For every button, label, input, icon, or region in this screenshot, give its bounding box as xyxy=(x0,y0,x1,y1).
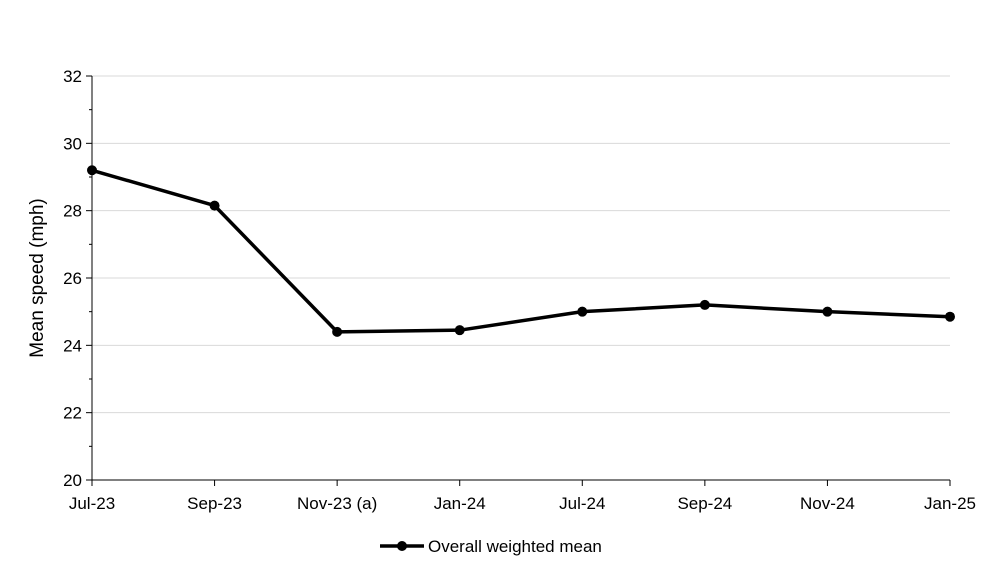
legend-marker xyxy=(397,541,407,551)
x-tick-label: Jul-24 xyxy=(559,494,605,513)
y-tick-label: 28 xyxy=(63,202,82,221)
y-tick-label: 22 xyxy=(63,404,82,423)
data-point xyxy=(454,325,465,336)
legend-label: Overall weighted mean xyxy=(428,537,602,556)
data-point xyxy=(87,165,97,176)
axes: 20 22 24 26 28 30 32 Jul-23 Sep-23 Nov-23 (a) Jan-… xyxy=(63,67,976,513)
y-tick-label: 20 xyxy=(63,471,82,490)
y-tick-label: 32 xyxy=(63,67,82,86)
x-tick-label: Jul-23 xyxy=(69,494,115,513)
gridlines xyxy=(92,75,950,414)
series-layer xyxy=(87,165,955,337)
y-axis-title: Mean speed (mph) xyxy=(27,198,48,357)
y-tick-label: 30 xyxy=(63,134,82,153)
x-tick-label: Nov-24 xyxy=(800,494,855,513)
x-tick-label: Jan-25 xyxy=(924,494,976,513)
x-tick-label: Jan-24 xyxy=(434,494,486,513)
data-point xyxy=(209,200,220,211)
y-tick-label: 24 xyxy=(63,336,82,355)
data-point xyxy=(822,306,833,317)
legend: Overall weighted mean xyxy=(380,537,602,556)
data-point xyxy=(945,311,955,322)
data-point xyxy=(332,326,343,337)
y-tick-label: 26 xyxy=(63,269,82,288)
series-line xyxy=(91,168,951,334)
data-point xyxy=(699,299,710,310)
x-tick-label: Nov-23 (a) xyxy=(297,494,377,513)
x-tick-label: Sep-24 xyxy=(677,494,732,513)
x-tick-label: Sep-23 xyxy=(187,494,242,513)
data-point xyxy=(577,306,588,317)
